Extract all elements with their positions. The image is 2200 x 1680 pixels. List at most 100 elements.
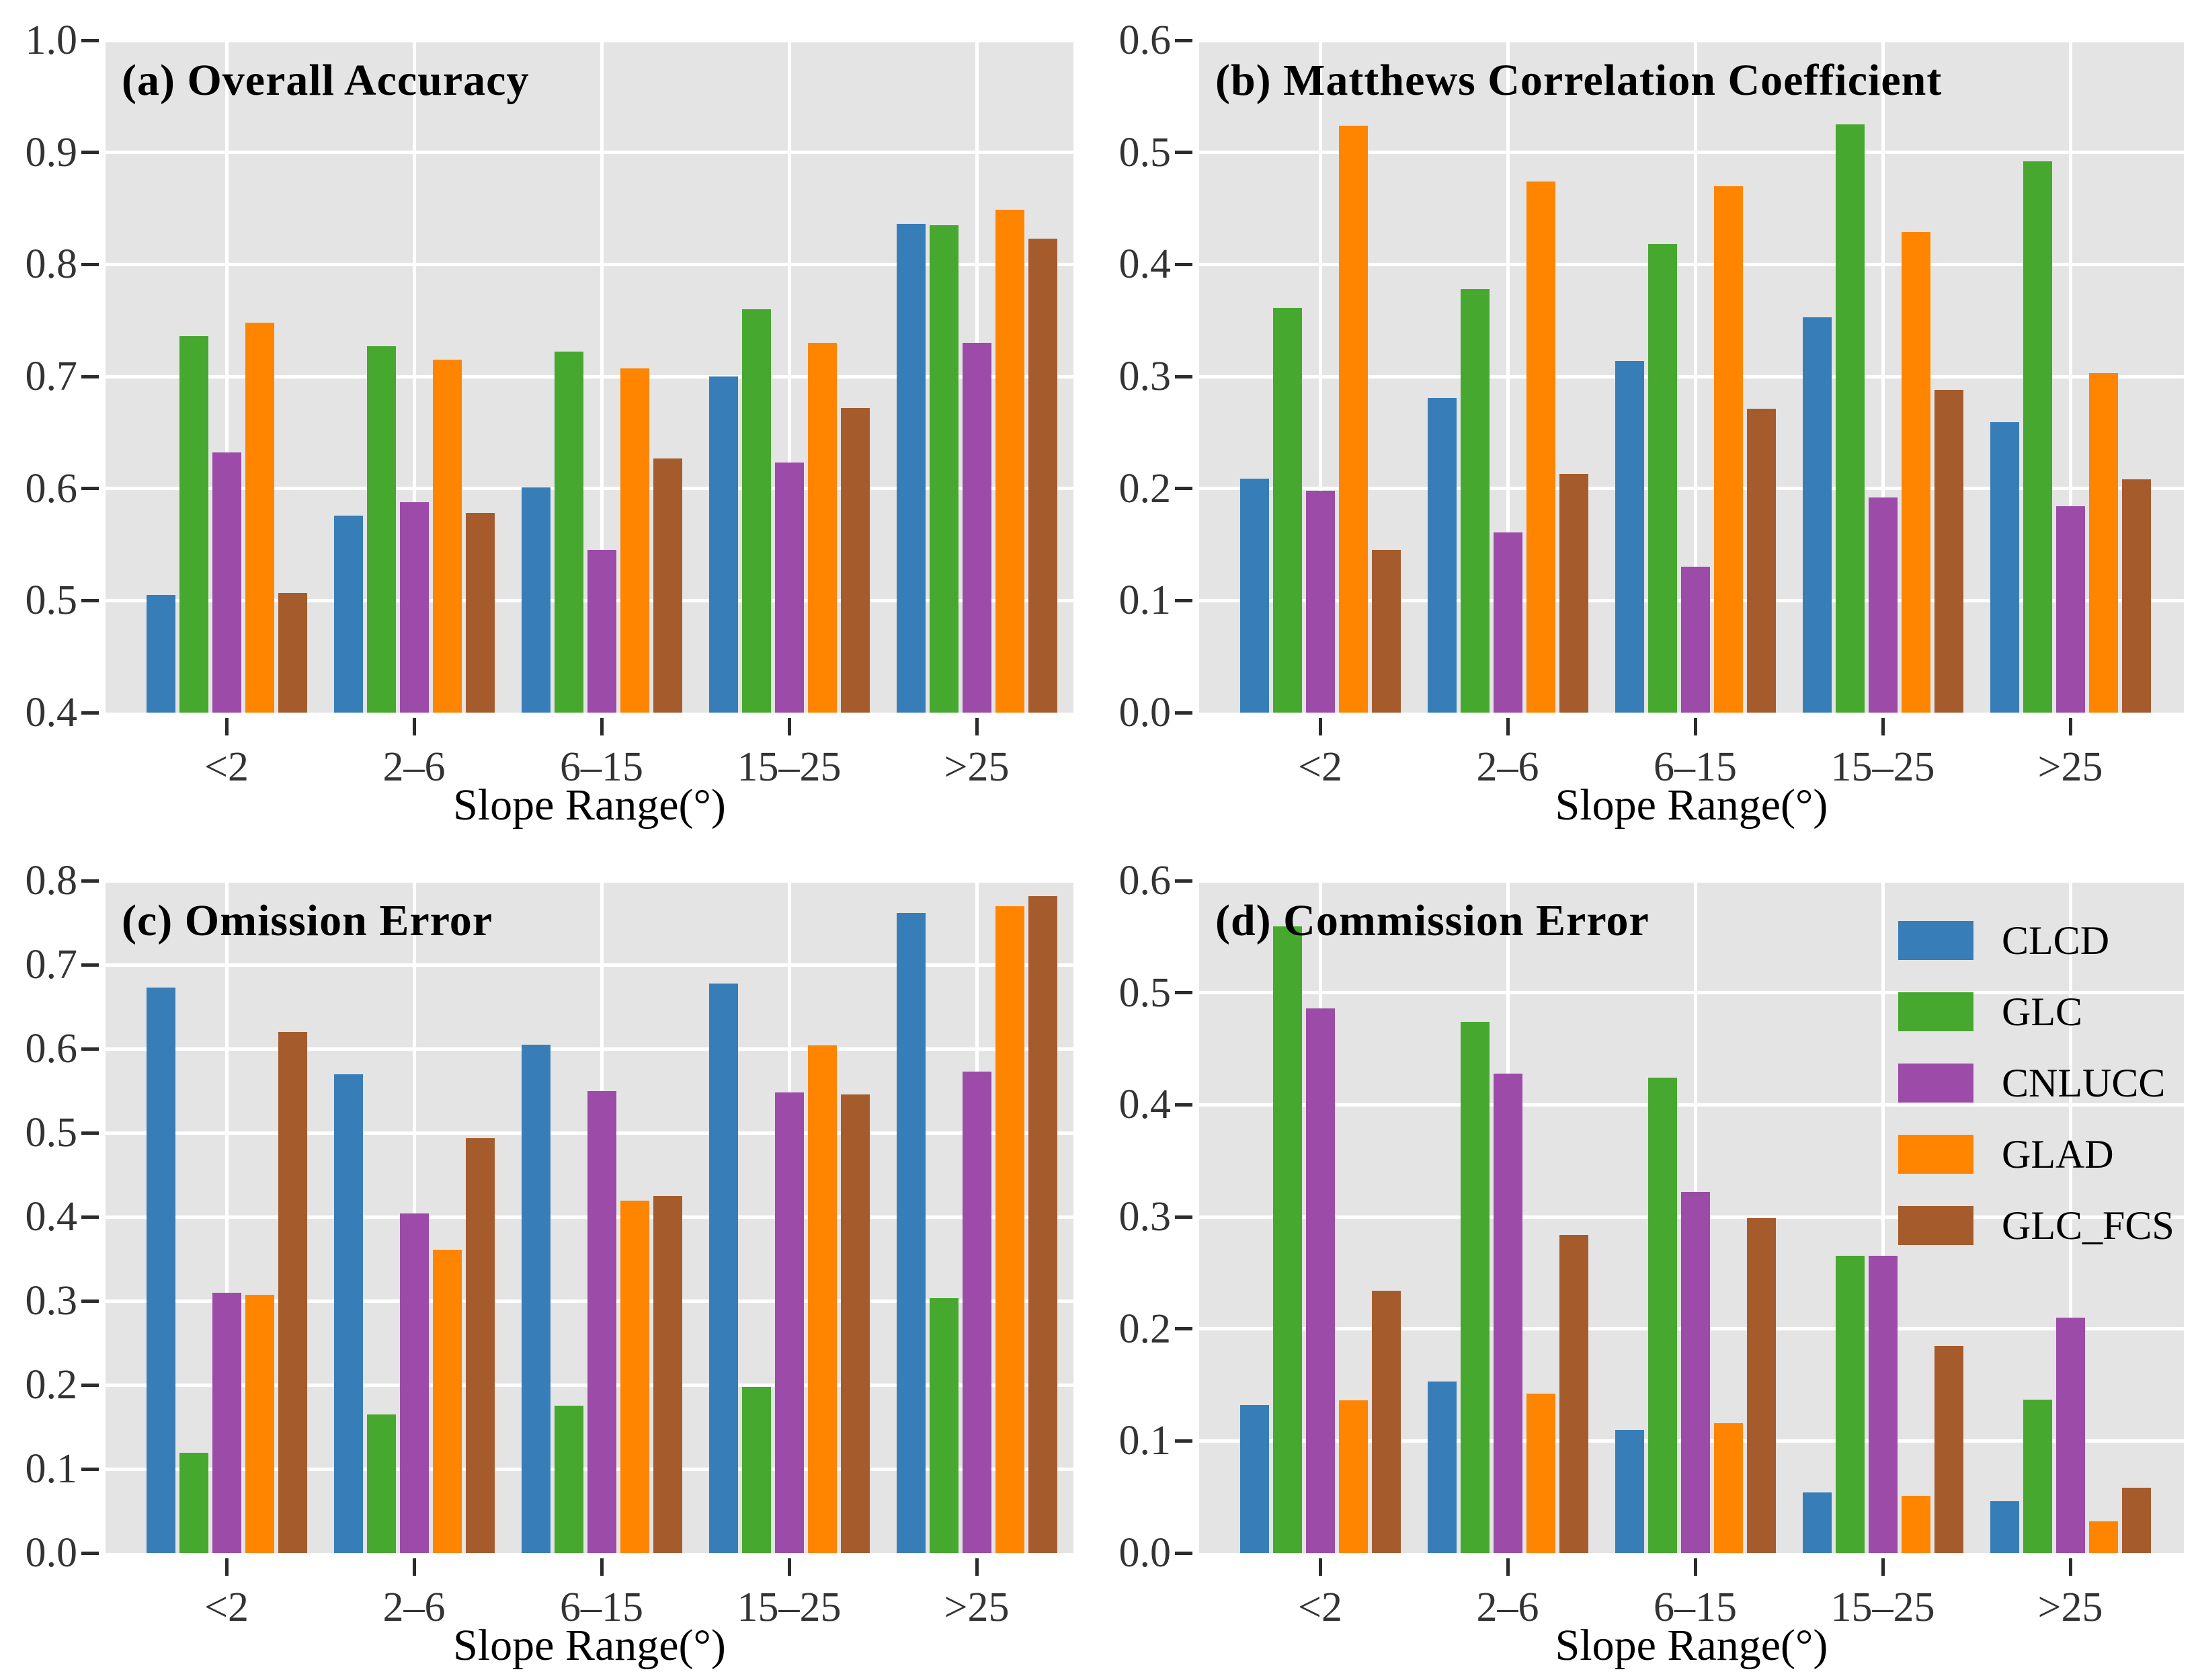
v-gridline-15–25 — [787, 40, 791, 713]
bar-CNLUCC->25 — [2055, 506, 2085, 713]
bar-CNLUCC-2–6 — [1493, 1073, 1522, 1553]
legend-item-cnlucc: CNLUCC — [1898, 1047, 2174, 1119]
legend: CLCD GLC CNLUCC GLAD GLC_FCS — [1898, 905, 2174, 1261]
y-tick-mark-0.1 — [1175, 598, 1192, 602]
bar-GLAD-15–25 — [807, 343, 837, 713]
x-axis-title-c: Slope Range(°) — [453, 1621, 726, 1670]
bar-CLCD-15–25 — [1802, 317, 1832, 713]
y-tick-mark-0.4 — [81, 1215, 99, 1219]
x-tick-label->25: >25 — [2037, 744, 2103, 790]
y-tick-label-0.5: 0.5 — [25, 1110, 78, 1156]
h-gridline-0.9 — [106, 151, 1073, 155]
v-gridline->25 — [2068, 881, 2072, 1553]
bar-CLCD->25 — [1990, 422, 2019, 713]
x-tick-mark-15–25 — [1881, 718, 1885, 735]
bar-CNLUCC->25 — [962, 343, 991, 713]
x-tick-mark-2–6 — [412, 718, 416, 735]
x-tick-mark-15–25 — [787, 1558, 791, 1576]
y-tick-mark-0.4 — [81, 711, 99, 715]
bar-GLC_FCS->25 — [2121, 479, 2151, 713]
x-tick-label->25: >25 — [944, 1585, 1010, 1630]
panel-overall-accuracy: (a) Overall Accuracy Slope Range(°) 0.4 0… — [0, 0, 1100, 840]
x-tick-mark->25 — [2068, 1558, 2072, 1576]
legend-label-glc: GLC — [2002, 989, 2082, 1034]
bar-CNLUCC-6–15 — [1680, 567, 1710, 713]
x-tick-label-15–25: 15–25 — [1830, 1585, 1935, 1630]
x-tick-label-6–15: 6–15 — [560, 744, 643, 790]
x-tick-mark-6–15 — [1693, 1558, 1697, 1576]
x-tick-mark-<2 — [1318, 1558, 1322, 1576]
v-gridline-<2 — [225, 881, 229, 1553]
y-tick-mark-0.3 — [1175, 1215, 1192, 1219]
bar-CNLUCC->25 — [2055, 1318, 2085, 1553]
bar-CLCD-6–15 — [521, 487, 551, 713]
x-tick-mark-15–25 — [1881, 1558, 1885, 1576]
y-tick-label-0.5: 0.5 — [1118, 129, 1172, 175]
bar-CLCD-2–6 — [333, 515, 363, 713]
y-tick-label-0.2: 0.2 — [1118, 465, 1172, 512]
x-tick-mark->25 — [975, 1558, 979, 1576]
y-tick-label-0.3: 0.3 — [1118, 1194, 1172, 1240]
x-tick-label-<2: <2 — [204, 1585, 249, 1630]
bar-CLCD-<2 — [146, 595, 175, 713]
plot-area-a: (a) Overall Accuracy — [106, 40, 1073, 713]
bar-CLCD->25 — [1990, 1501, 2019, 1553]
x-tick-mark-6–15 — [600, 718, 604, 735]
bar-GLC_FCS-<2 — [1371, 1291, 1401, 1553]
y-tick-mark-0.6 — [1175, 879, 1192, 883]
h-gridline-0.2 — [1199, 487, 2184, 491]
bar-CLCD-6–15 — [521, 1044, 551, 1553]
y-tick-mark-0.2 — [1175, 1327, 1192, 1331]
y-tick-mark-0.8 — [81, 262, 99, 266]
h-gridline-0.5 — [1199, 991, 2184, 995]
bar-GLAD-2–6 — [432, 360, 462, 713]
bar-GLAD-15–25 — [807, 1045, 837, 1553]
bar-GLC_FCS-6–15 — [1746, 409, 1776, 713]
y-tick-mark-0.5 — [81, 598, 99, 602]
y-tick-label-0.2: 0.2 — [25, 1362, 78, 1408]
bar-GLC-<2 — [1272, 308, 1302, 713]
bar-GLC-6–15 — [554, 352, 583, 713]
h-gridline-0.6 — [1199, 881, 2184, 883]
y-tick-mark-0.3 — [1175, 374, 1192, 378]
bar-GLC-15–25 — [1835, 1256, 1865, 1553]
bar-GLC->25 — [2023, 1399, 2052, 1553]
x-tick-label-<2: <2 — [204, 744, 249, 790]
v-gridline-2–6 — [412, 40, 416, 713]
y-tick-mark-0.7 — [81, 963, 99, 967]
bar-GLC->25 — [2023, 161, 2052, 713]
h-gridline-0.5 — [1199, 151, 2184, 155]
x-tick-mark-<2 — [225, 1558, 229, 1576]
v-gridline->25 — [2068, 40, 2072, 713]
bar-GLAD-15–25 — [1901, 1496, 1930, 1553]
bar-CLCD-15–25 — [708, 983, 738, 1553]
v-gridline-<2 — [1318, 40, 1322, 713]
panel-commission-error: (d) Commission Error CLCD GLC CNLUCC GLA… — [1100, 840, 2200, 1680]
v-gridline-<2 — [225, 40, 229, 713]
bar-CNLUCC->25 — [962, 1071, 991, 1553]
y-tick-label-1.0: 1.0 — [25, 17, 78, 63]
bar-CNLUCC-<2 — [1305, 1008, 1335, 1553]
y-tick-label-0.9: 0.9 — [25, 129, 78, 175]
bar-GLAD-2–6 — [1526, 1394, 1555, 1553]
y-tick-mark-1.0 — [81, 38, 99, 42]
bar-GLC-2–6 — [366, 1414, 396, 1553]
x-tick-label-2–6: 2–6 — [382, 744, 446, 790]
bar-GLC-<2 — [1272, 926, 1302, 1553]
y-tick-mark-0.2 — [1175, 487, 1192, 491]
h-gridline-0.4 — [1199, 1103, 2184, 1107]
y-tick-label-0.6: 0.6 — [1118, 17, 1172, 63]
y-tick-mark-0.1 — [1175, 1439, 1192, 1443]
bar-GLC-<2 — [179, 336, 208, 713]
bar-GLAD-6–15 — [620, 368, 649, 713]
bar-GLC-2–6 — [1460, 1022, 1490, 1553]
x-tick-label-15–25: 15–25 — [737, 1585, 842, 1630]
y-tick-label-0.6: 0.6 — [25, 465, 78, 512]
bar-GLC_FCS->25 — [2121, 1488, 2151, 1553]
x-tick-mark-15–25 — [787, 718, 791, 735]
y-tick-label-0.1: 0.1 — [1118, 577, 1172, 624]
bar-CNLUCC-15–25 — [1868, 1256, 1898, 1553]
h-gridline-0.6 — [106, 1047, 1073, 1051]
y-tick-mark-0.4 — [1175, 262, 1192, 266]
bar-CNLUCC-6–15 — [587, 550, 616, 713]
